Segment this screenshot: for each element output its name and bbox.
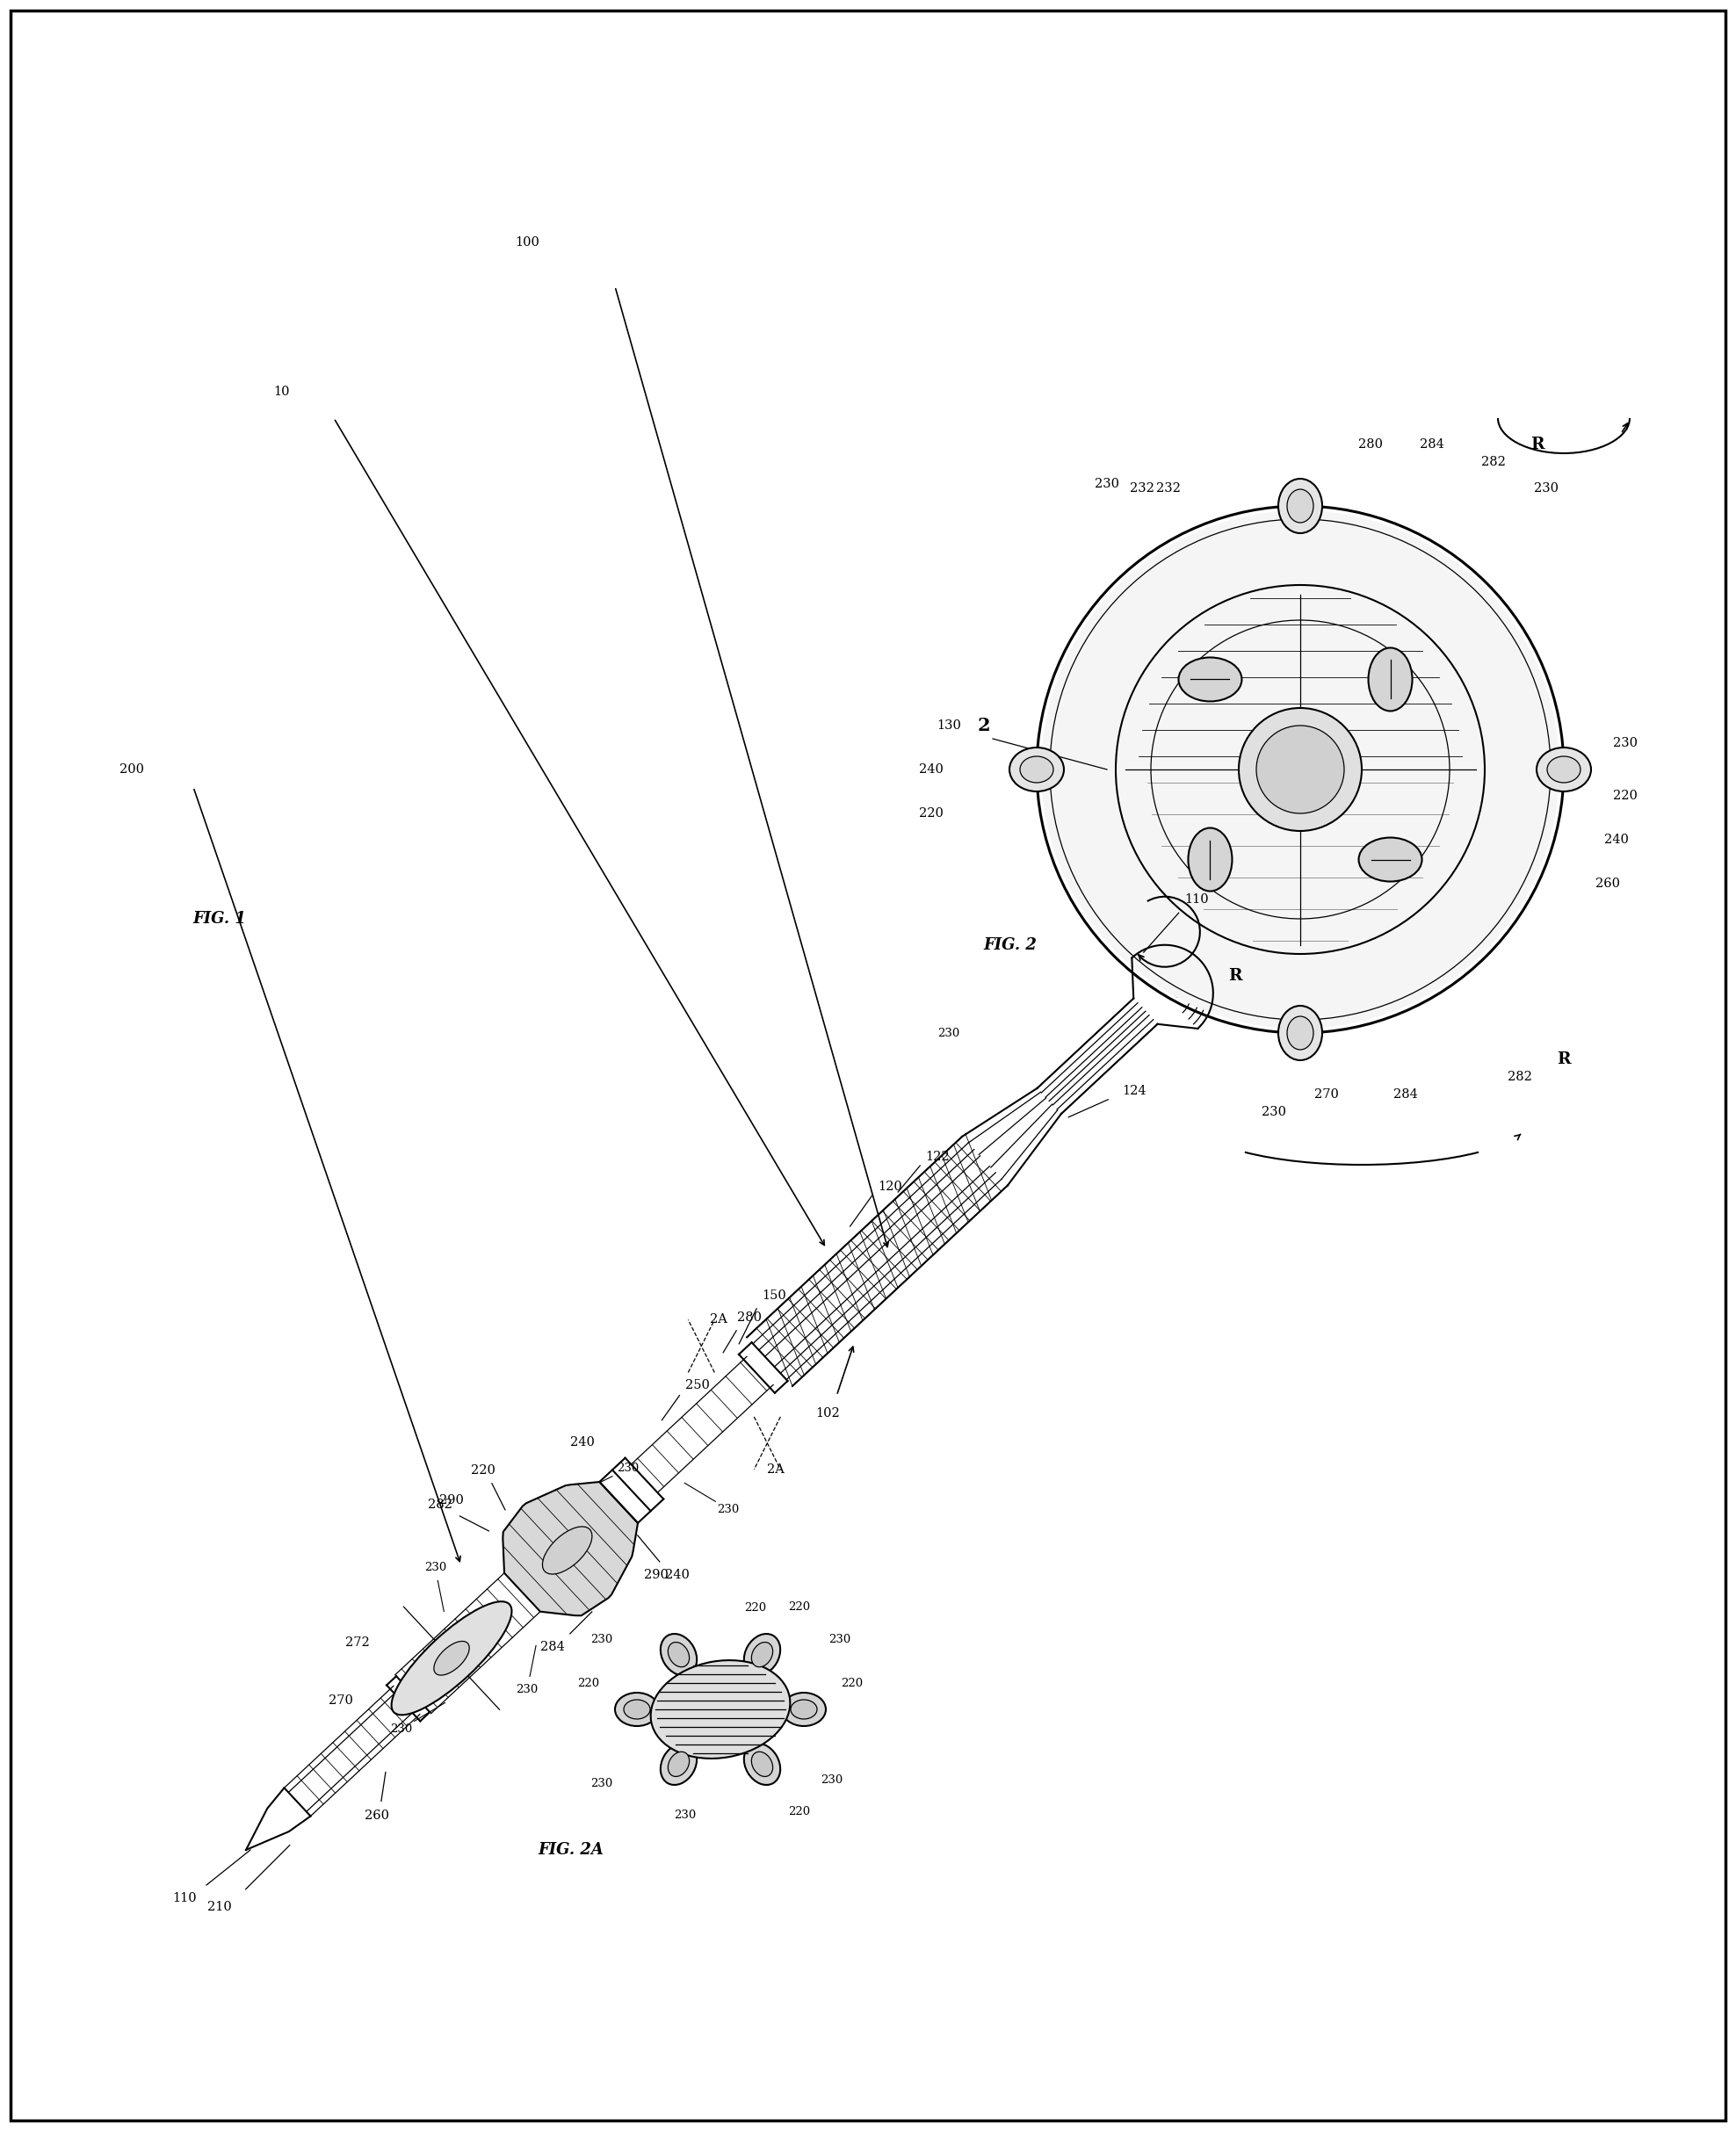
Text: 230: 230 (674, 1809, 696, 1820)
Text: FIG. 1: FIG. 1 (193, 910, 247, 927)
Text: 230: 230 (616, 1462, 639, 1475)
Ellipse shape (1547, 757, 1580, 782)
Text: 200: 200 (120, 763, 144, 776)
Text: 100: 100 (516, 237, 540, 249)
Text: 220: 220 (745, 1603, 767, 1613)
Ellipse shape (745, 1634, 779, 1675)
Ellipse shape (615, 1692, 660, 1726)
Text: 230: 230 (590, 1779, 613, 1790)
Text: 2A: 2A (710, 1313, 727, 1325)
Text: 270: 270 (328, 1694, 352, 1707)
Text: 120: 120 (877, 1181, 901, 1193)
Text: 240: 240 (665, 1568, 689, 1581)
Text: 272: 272 (345, 1637, 370, 1649)
Text: 122: 122 (925, 1151, 950, 1164)
Text: 2A: 2A (767, 1464, 785, 1475)
Text: 230: 230 (1535, 482, 1559, 494)
Text: 250: 250 (684, 1379, 710, 1392)
Text: 230: 230 (1613, 737, 1637, 750)
Text: 150: 150 (762, 1289, 786, 1302)
Text: 290: 290 (439, 1494, 464, 1507)
Text: 230: 230 (516, 1683, 538, 1696)
Text: 110: 110 (1184, 893, 1208, 906)
Ellipse shape (668, 1752, 689, 1777)
Text: 240: 240 (918, 763, 943, 776)
Ellipse shape (1009, 748, 1064, 791)
Ellipse shape (1278, 479, 1323, 533)
Ellipse shape (745, 1743, 779, 1786)
Ellipse shape (660, 1743, 696, 1786)
Text: R: R (1531, 437, 1545, 452)
Text: 284: 284 (540, 1641, 564, 1654)
Text: R: R (1229, 967, 1241, 985)
Ellipse shape (1021, 757, 1054, 782)
Text: FIG. 2A: FIG. 2A (538, 1841, 604, 1858)
Text: 220: 220 (842, 1677, 863, 1688)
Circle shape (1042, 509, 1559, 1029)
Text: 230: 230 (391, 1724, 411, 1735)
Text: 282: 282 (1481, 456, 1505, 469)
Text: 230: 230 (590, 1632, 613, 1645)
Text: 102: 102 (816, 1406, 840, 1419)
Ellipse shape (752, 1752, 773, 1777)
Text: R: R (1557, 1051, 1571, 1068)
Ellipse shape (781, 1692, 826, 1726)
Text: 284: 284 (1394, 1089, 1418, 1100)
Text: 260: 260 (365, 1809, 389, 1822)
Text: 220: 220 (918, 808, 943, 820)
Ellipse shape (1286, 490, 1314, 522)
Text: 10: 10 (273, 386, 290, 398)
Ellipse shape (790, 1701, 818, 1720)
Ellipse shape (660, 1634, 696, 1675)
Text: 230: 230 (717, 1504, 740, 1515)
Text: 2: 2 (977, 716, 991, 735)
Text: 240: 240 (1604, 833, 1628, 846)
Ellipse shape (1286, 1016, 1314, 1051)
Text: 220: 220 (578, 1677, 599, 1688)
Text: 130: 130 (937, 720, 962, 731)
Circle shape (1240, 707, 1361, 831)
Text: FIG. 2: FIG. 2 (984, 938, 1036, 953)
Text: 230: 230 (828, 1632, 851, 1645)
Text: 230: 230 (1095, 477, 1120, 490)
Text: 280: 280 (1358, 439, 1384, 450)
Ellipse shape (1179, 658, 1241, 701)
Ellipse shape (434, 1641, 469, 1675)
Text: 270: 270 (1314, 1089, 1338, 1100)
Text: 110: 110 (172, 1892, 196, 1905)
Text: 282: 282 (1507, 1070, 1533, 1083)
Text: 260: 260 (1595, 878, 1620, 891)
Text: 290: 290 (644, 1568, 668, 1581)
Text: 282: 282 (429, 1498, 453, 1511)
Polygon shape (503, 1481, 637, 1615)
Ellipse shape (623, 1701, 649, 1720)
Ellipse shape (1368, 648, 1413, 712)
Text: 220: 220 (1613, 791, 1637, 801)
Text: 230: 230 (1262, 1106, 1286, 1119)
Circle shape (1257, 725, 1344, 814)
Ellipse shape (752, 1643, 773, 1666)
Text: 284: 284 (1420, 439, 1444, 450)
Text: 230: 230 (424, 1562, 446, 1573)
Text: 220: 220 (470, 1464, 495, 1477)
Text: 240: 240 (569, 1436, 595, 1449)
Ellipse shape (668, 1643, 689, 1666)
Ellipse shape (542, 1526, 592, 1575)
Ellipse shape (1536, 748, 1590, 791)
Ellipse shape (392, 1603, 512, 1715)
Text: 232: 232 (1156, 482, 1180, 494)
Text: 220: 220 (788, 1600, 811, 1613)
Text: 124: 124 (1121, 1085, 1146, 1097)
Ellipse shape (1278, 1006, 1323, 1061)
Ellipse shape (1187, 829, 1233, 891)
Text: 280: 280 (738, 1311, 762, 1323)
Text: 210: 210 (207, 1901, 231, 1914)
Text: 230: 230 (937, 1027, 960, 1038)
Text: 232: 232 (1130, 482, 1154, 494)
Ellipse shape (651, 1660, 790, 1758)
Ellipse shape (1359, 837, 1422, 882)
Text: 230: 230 (821, 1773, 842, 1786)
Text: 220: 220 (788, 1807, 811, 1818)
